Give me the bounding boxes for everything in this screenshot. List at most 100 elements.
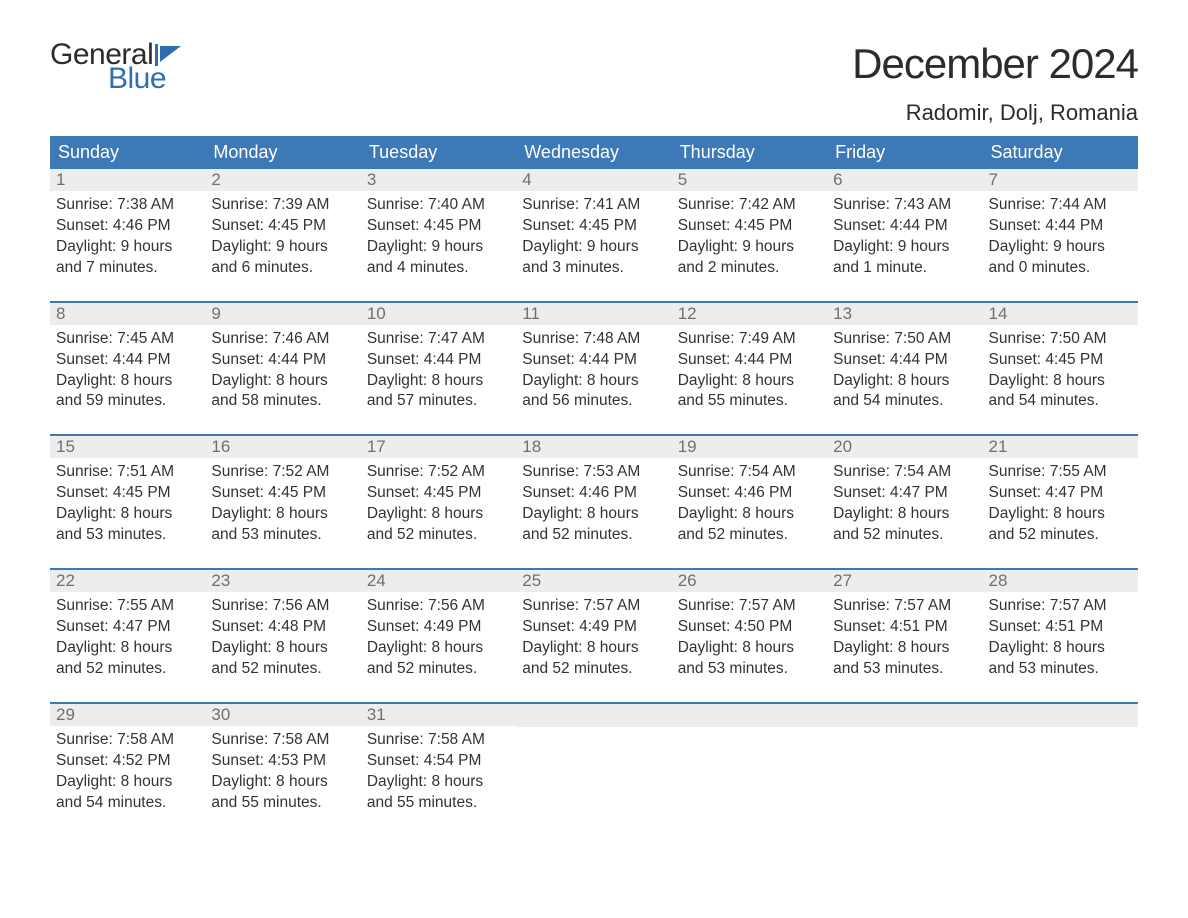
sunset-text: Sunset: 4:46 PM — [56, 216, 199, 237]
week-row: 1Sunrise: 7:38 AMSunset: 4:46 PMDaylight… — [50, 169, 1138, 283]
daylight-line-1: Daylight: 8 hours — [56, 371, 199, 392]
day-cell: 12Sunrise: 7:49 AMSunset: 4:44 PMDayligh… — [672, 303, 827, 417]
daylight-line-2: and 52 minutes. — [211, 659, 354, 680]
sunrise-text: Sunrise: 7:55 AM — [989, 462, 1132, 483]
day-body: Sunrise: 7:48 AMSunset: 4:44 PMDaylight:… — [516, 325, 671, 417]
day-body: Sunrise: 7:57 AMSunset: 4:50 PMDaylight:… — [672, 592, 827, 684]
day-body: Sunrise: 7:50 AMSunset: 4:45 PMDaylight:… — [983, 325, 1138, 417]
day-number: 3 — [361, 169, 516, 191]
day-cell: 3Sunrise: 7:40 AMSunset: 4:45 PMDaylight… — [361, 169, 516, 283]
day-body: Sunrise: 7:46 AMSunset: 4:44 PMDaylight:… — [205, 325, 360, 417]
week-row: 22Sunrise: 7:55 AMSunset: 4:47 PMDayligh… — [50, 568, 1138, 684]
daylight-line-1: Daylight: 8 hours — [833, 371, 976, 392]
day-cell — [983, 704, 1138, 818]
day-number: 16 — [205, 436, 360, 458]
day-body: Sunrise: 7:56 AMSunset: 4:49 PMDaylight:… — [361, 592, 516, 684]
day-cell: 21Sunrise: 7:55 AMSunset: 4:47 PMDayligh… — [983, 436, 1138, 550]
sunrise-text: Sunrise: 7:44 AM — [989, 195, 1132, 216]
daylight-line-2: and 52 minutes. — [367, 659, 510, 680]
day-body: Sunrise: 7:58 AMSunset: 4:53 PMDaylight:… — [205, 726, 360, 818]
day-cell: 19Sunrise: 7:54 AMSunset: 4:46 PMDayligh… — [672, 436, 827, 550]
day-body: Sunrise: 7:53 AMSunset: 4:46 PMDaylight:… — [516, 458, 671, 550]
day-body: Sunrise: 7:51 AMSunset: 4:45 PMDaylight:… — [50, 458, 205, 550]
day-body: Sunrise: 7:58 AMSunset: 4:52 PMDaylight:… — [50, 726, 205, 818]
daylight-line-1: Daylight: 8 hours — [833, 638, 976, 659]
sunrise-text: Sunrise: 7:58 AM — [56, 730, 199, 751]
daylight-line-2: and 0 minutes. — [989, 258, 1132, 279]
daylight-line-2: and 53 minutes. — [833, 659, 976, 680]
sunset-text: Sunset: 4:47 PM — [833, 483, 976, 504]
day-cell: 7Sunrise: 7:44 AMSunset: 4:44 PMDaylight… — [983, 169, 1138, 283]
daylight-line-1: Daylight: 8 hours — [367, 371, 510, 392]
sunrise-text: Sunrise: 7:56 AM — [211, 596, 354, 617]
sunset-text: Sunset: 4:52 PM — [56, 751, 199, 772]
day-cell: 17Sunrise: 7:52 AMSunset: 4:45 PMDayligh… — [361, 436, 516, 550]
sunrise-text: Sunrise: 7:45 AM — [56, 329, 199, 350]
day-cell: 28Sunrise: 7:57 AMSunset: 4:51 PMDayligh… — [983, 570, 1138, 684]
sunset-text: Sunset: 4:46 PM — [678, 483, 821, 504]
day-number: 9 — [205, 303, 360, 325]
day-body: Sunrise: 7:54 AMSunset: 4:47 PMDaylight:… — [827, 458, 982, 550]
daylight-line-1: Daylight: 9 hours — [833, 237, 976, 258]
day-number: 4 — [516, 169, 671, 191]
day-cell: 10Sunrise: 7:47 AMSunset: 4:44 PMDayligh… — [361, 303, 516, 417]
day-number: 14 — [983, 303, 1138, 325]
daylight-line-1: Daylight: 8 hours — [522, 638, 665, 659]
daylight-line-2: and 54 minutes. — [56, 793, 199, 814]
day-number: 7 — [983, 169, 1138, 191]
day-number: 25 — [516, 570, 671, 592]
sunset-text: Sunset: 4:45 PM — [678, 216, 821, 237]
sunset-text: Sunset: 4:45 PM — [989, 350, 1132, 371]
daylight-line-2: and 53 minutes. — [56, 525, 199, 546]
day-number: 26 — [672, 570, 827, 592]
daylight-line-1: Daylight: 8 hours — [367, 638, 510, 659]
sunrise-text: Sunrise: 7:58 AM — [211, 730, 354, 751]
sunset-text: Sunset: 4:50 PM — [678, 617, 821, 638]
week-row: 15Sunrise: 7:51 AMSunset: 4:45 PMDayligh… — [50, 434, 1138, 550]
sunrise-text: Sunrise: 7:43 AM — [833, 195, 976, 216]
day-number: 11 — [516, 303, 671, 325]
day-body: Sunrise: 7:38 AMSunset: 4:46 PMDaylight:… — [50, 191, 205, 283]
day-number: 15 — [50, 436, 205, 458]
daylight-line-2: and 53 minutes. — [678, 659, 821, 680]
day-cell: 13Sunrise: 7:50 AMSunset: 4:44 PMDayligh… — [827, 303, 982, 417]
day-number: 2 — [205, 169, 360, 191]
daylight-line-1: Daylight: 8 hours — [678, 504, 821, 525]
day-number: 31 — [361, 704, 516, 726]
sunset-text: Sunset: 4:44 PM — [678, 350, 821, 371]
sunrise-text: Sunrise: 7:50 AM — [989, 329, 1132, 350]
day-cell: 24Sunrise: 7:56 AMSunset: 4:49 PMDayligh… — [361, 570, 516, 684]
day-header-monday: Monday — [205, 136, 360, 169]
day-cell: 4Sunrise: 7:41 AMSunset: 4:45 PMDaylight… — [516, 169, 671, 283]
title-block: December 2024 Radomir, Dolj, Romania — [852, 40, 1138, 126]
sunrise-text: Sunrise: 7:49 AM — [678, 329, 821, 350]
sunset-text: Sunset: 4:53 PM — [211, 751, 354, 772]
sunrise-text: Sunrise: 7:46 AM — [211, 329, 354, 350]
daylight-line-1: Daylight: 8 hours — [211, 772, 354, 793]
day-cell: 25Sunrise: 7:57 AMSunset: 4:49 PMDayligh… — [516, 570, 671, 684]
month-title: December 2024 — [852, 40, 1138, 88]
sunset-text: Sunset: 4:45 PM — [211, 216, 354, 237]
sunrise-text: Sunrise: 7:48 AM — [522, 329, 665, 350]
sunrise-text: Sunrise: 7:57 AM — [678, 596, 821, 617]
day-cell — [516, 704, 671, 818]
week-row: 8Sunrise: 7:45 AMSunset: 4:44 PMDaylight… — [50, 301, 1138, 417]
day-number: 20 — [827, 436, 982, 458]
daylight-line-2: and 3 minutes. — [522, 258, 665, 279]
daylight-line-1: Daylight: 8 hours — [56, 504, 199, 525]
daylight-line-2: and 55 minutes. — [211, 793, 354, 814]
daylight-line-2: and 1 minute. — [833, 258, 976, 279]
day-number: 28 — [983, 570, 1138, 592]
empty-day-number — [672, 704, 827, 727]
daylight-line-1: Daylight: 8 hours — [678, 638, 821, 659]
daylight-line-2: and 6 minutes. — [211, 258, 354, 279]
sunrise-text: Sunrise: 7:52 AM — [367, 462, 510, 483]
daylight-line-1: Daylight: 8 hours — [989, 638, 1132, 659]
sunrise-text: Sunrise: 7:39 AM — [211, 195, 354, 216]
daylight-line-1: Daylight: 9 hours — [522, 237, 665, 258]
daylight-line-1: Daylight: 8 hours — [989, 504, 1132, 525]
sunrise-text: Sunrise: 7:57 AM — [833, 596, 976, 617]
day-number: 23 — [205, 570, 360, 592]
day-cell: 20Sunrise: 7:54 AMSunset: 4:47 PMDayligh… — [827, 436, 982, 550]
sunset-text: Sunset: 4:45 PM — [56, 483, 199, 504]
